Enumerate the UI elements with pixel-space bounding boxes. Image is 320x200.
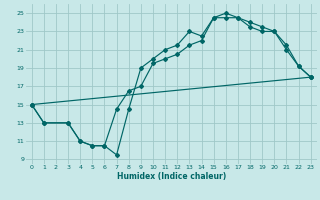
X-axis label: Humidex (Indice chaleur): Humidex (Indice chaleur) xyxy=(116,172,226,181)
